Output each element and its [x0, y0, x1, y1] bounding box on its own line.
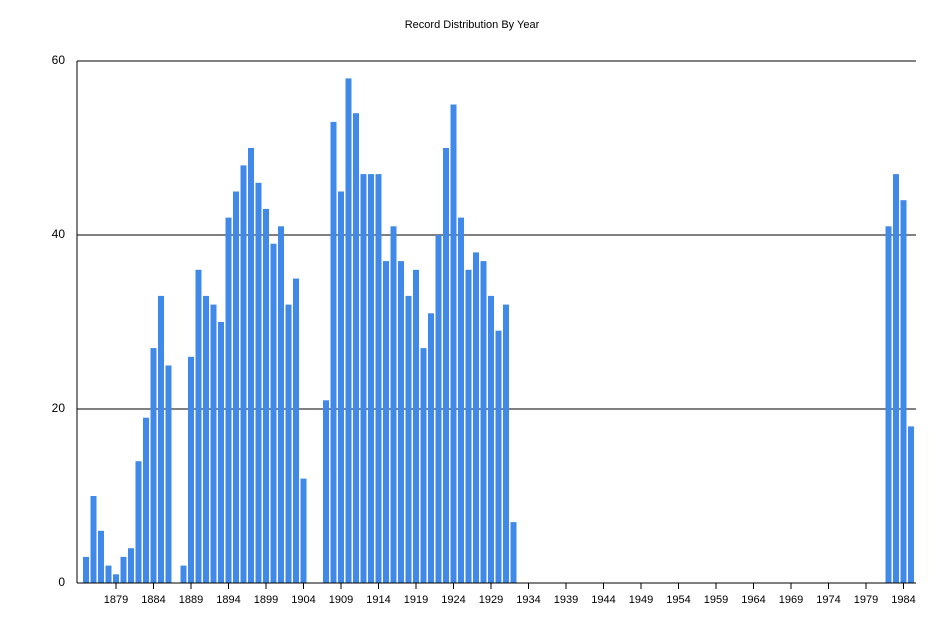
x-tick-label: 1924	[441, 594, 465, 606]
y-tick-label: 20	[52, 401, 66, 415]
bar	[420, 348, 427, 583]
bar	[510, 522, 517, 583]
bar	[480, 261, 487, 583]
bar	[135, 461, 142, 583]
bar	[435, 235, 442, 583]
x-tick-label: 1904	[291, 594, 315, 606]
bar	[195, 269, 202, 583]
y-tick-label: 40	[52, 227, 66, 241]
bar	[323, 400, 329, 583]
bar	[270, 243, 277, 583]
x-tick-label: 1894	[216, 594, 240, 606]
bar	[113, 574, 119, 583]
chart-title: Record Distribution By Year	[405, 19, 540, 31]
bar	[105, 565, 112, 583]
bar	[458, 217, 464, 583]
x-tick-label: 1984	[891, 594, 915, 606]
x-tick-label: 1879	[104, 594, 128, 606]
y-tick-label: 0	[58, 575, 65, 589]
bar	[188, 356, 194, 583]
bar	[495, 330, 502, 583]
bar	[240, 165, 247, 583]
bar	[128, 548, 134, 583]
bar	[488, 295, 494, 583]
x-tick-label: 1914	[366, 594, 390, 606]
bar	[345, 78, 352, 584]
bar	[180, 565, 187, 583]
x-tick-label: 1934	[516, 594, 540, 606]
bar	[150, 348, 157, 583]
x-tick-label: 1939	[554, 594, 578, 606]
bar	[383, 261, 389, 583]
bar	[285, 304, 292, 583]
bar	[248, 148, 254, 583]
x-tick-label: 1959	[704, 594, 728, 606]
bar	[885, 226, 892, 584]
bar	[443, 148, 449, 583]
bar	[330, 121, 337, 584]
x-tick-label: 1929	[479, 594, 503, 606]
bar	[218, 322, 224, 583]
x-tick-label: 1974	[816, 594, 840, 606]
bar	[233, 191, 239, 583]
bar	[398, 261, 404, 583]
x-tick-label: 1969	[779, 594, 803, 606]
x-tick-label: 1919	[404, 594, 428, 606]
bar	[120, 556, 127, 583]
bar	[210, 304, 217, 583]
x-tick-label: 1979	[854, 594, 878, 606]
bar	[90, 496, 97, 583]
bar	[450, 104, 457, 583]
bar	[98, 530, 104, 583]
bar	[293, 278, 299, 583]
bar	[405, 295, 412, 583]
bar	[503, 304, 509, 583]
bar	[225, 217, 232, 583]
bar	[390, 226, 397, 584]
bar	[300, 478, 307, 583]
bar	[158, 295, 164, 583]
x-tick-label: 1889	[179, 594, 203, 606]
bar	[278, 226, 284, 584]
bar	[908, 426, 914, 583]
x-tick-label: 1944	[591, 594, 615, 606]
x-tick-label: 1884	[141, 594, 165, 606]
x-tick-label: 1964	[741, 594, 765, 606]
bar	[465, 269, 472, 583]
bar	[83, 556, 89, 583]
x-tick-label: 1949	[629, 594, 653, 606]
x-tick-label: 1899	[254, 594, 278, 606]
bar	[900, 200, 907, 583]
bar	[338, 191, 344, 583]
bar	[473, 252, 479, 583]
bar	[143, 417, 149, 583]
bar	[165, 365, 172, 583]
x-tick-label: 1954	[666, 594, 690, 606]
y-tick-label: 60	[52, 53, 66, 67]
bar	[263, 208, 269, 583]
bar	[375, 174, 382, 583]
bar	[428, 313, 434, 583]
bar	[255, 182, 262, 584]
bar	[203, 295, 209, 583]
bar	[368, 174, 374, 583]
x-tick-label: 1909	[329, 594, 353, 606]
bar	[413, 269, 419, 583]
bar	[360, 174, 367, 583]
bar	[353, 113, 359, 583]
bar	[893, 174, 899, 583]
